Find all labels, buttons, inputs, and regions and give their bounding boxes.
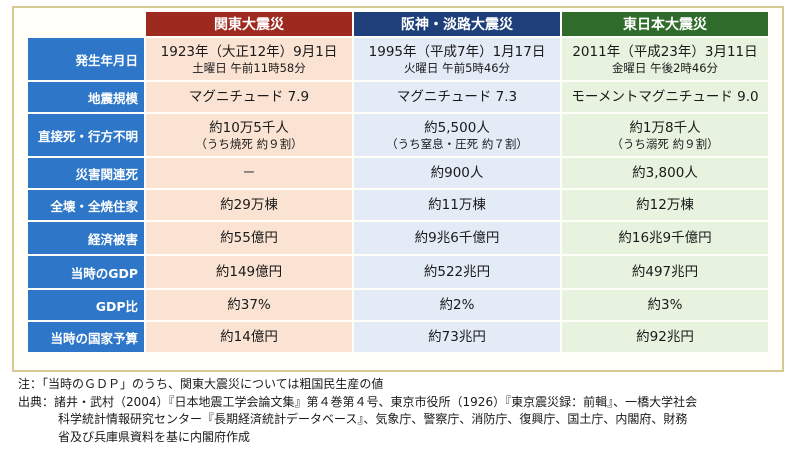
table-cell: 1923年（大正12年）9月1日 土曜日 午前11時58分 <box>146 38 352 80</box>
cell-main-value: 約16兆9千億円 <box>618 229 712 246</box>
cell-main-value: マグニチュード 7.3 <box>396 88 518 105</box>
table-cell: 約497兆円 <box>562 256 768 288</box>
table-cell: 2011年（平成23年）3月11日 金曜日 午後2時46分 <box>562 38 768 80</box>
table-cell: 約73兆円 <box>354 322 560 352</box>
cell-main-value: 約92兆円 <box>636 328 694 345</box>
cell-main-value: 約497兆円 <box>631 263 699 280</box>
table-row: 災害関連死 － 約900人 約3,800人 <box>28 158 768 188</box>
cell-sub-value: （うち溺死 約９割） <box>611 136 719 151</box>
row-label: 全壊・全焼住家 <box>28 190 144 220</box>
cell-sub-value: （うち窒息・圧死 約７割） <box>386 136 528 151</box>
table-row: 経済被害 約55億円 約9兆6千億円 約16兆9千億円 <box>28 222 768 254</box>
table-row: 当時の国家予算 約14億円 約73兆円 約92兆円 <box>28 322 768 352</box>
row-label: 発生年月日 <box>28 38 144 80</box>
table-cell: モーメントマグニチュード 9.0 <box>562 82 768 112</box>
table-cell: 約16兆9千億円 <box>562 222 768 254</box>
table-cell: 約12万棟 <box>562 190 768 220</box>
table-cell: 約900人 <box>354 158 560 188</box>
column-header-kanto: 関東大震災 <box>146 12 352 36</box>
column-header-hanshin: 阪神・淡路大震災 <box>354 12 560 36</box>
row-label: 災害関連死 <box>28 158 144 188</box>
cell-main-value: 1995年（平成7年）1月17日 <box>368 43 546 60</box>
table-row: 当時のGDP 約149億円 約522兆円 約497兆円 <box>28 256 768 288</box>
header-row: 関東大震災 阪神・淡路大震災 東日本大震災 <box>28 12 768 36</box>
cell-sub-value: 金曜日 午後2時46分 <box>611 60 719 75</box>
cell-main-value: 約1万8千人 <box>629 119 701 136</box>
cell-main-value: マグニチュード 7.9 <box>188 88 310 105</box>
table-cell: 約5,500人 （うち窒息・圧死 約７割） <box>354 114 560 156</box>
cell-main-value: － <box>242 164 256 181</box>
cell-main-value: 約29万棟 <box>220 196 278 213</box>
row-label: 当時の国家予算 <box>28 322 144 352</box>
cell-main-value: 2011年（平成23年）3月11日 <box>572 43 758 60</box>
table-cell: 約522兆円 <box>354 256 560 288</box>
source-line-1: 出典：諸井・武村（2004）『日本地震工学会論文集』第４巻第４号、東京市役所（1… <box>18 394 698 409</box>
table-cell: 1995年（平成7年）1月17日 火曜日 午前5時46分 <box>354 38 560 80</box>
table-row: 直接死・行方不明 約10万5千人 （うち焼死 約９割） 約5,500人 （うち窒息・圧死… <box>28 114 768 156</box>
table-cell: 約3% <box>562 290 768 320</box>
cell-main-value: 約73兆円 <box>428 328 486 345</box>
cell-main-value: 約149億円 <box>215 263 283 280</box>
cell-main-value: 約3% <box>647 296 683 313</box>
note-line: 注：「当時のＧＤＰ」のうち、関東大震災については粗国民生産の値 <box>18 377 384 391</box>
table-cell: 約29万棟 <box>146 190 352 220</box>
row-label: 当時のGDP <box>28 256 144 288</box>
cell-main-value: 約14億円 <box>220 328 278 345</box>
table-row: 全壊・全焼住家 約29万棟 約11万棟 約12万棟 <box>28 190 768 220</box>
row-label: 直接死・行方不明 <box>28 114 144 156</box>
cell-main-value: 約3,800人 <box>632 164 698 181</box>
cell-main-value: 約2% <box>439 296 475 313</box>
table-cell: 約3,800人 <box>562 158 768 188</box>
cell-main-value: 約900人 <box>430 164 484 181</box>
table-cell: マグニチュード 7.3 <box>354 82 560 112</box>
table-row: 発生年月日 1923年（大正12年）9月1日 土曜日 午前11時58分 1995年（平… <box>28 38 768 80</box>
table-cell: 約11万棟 <box>354 190 560 220</box>
table-cell: 約9兆6千億円 <box>354 222 560 254</box>
cell-main-value: モーメントマグニチュード 9.0 <box>571 88 759 105</box>
cell-main-value: 約10万5千人 <box>209 119 289 136</box>
cell-sub-value: 火曜日 午前5時46分 <box>403 60 511 75</box>
column-header-higashinihon: 東日本大震災 <box>562 12 768 36</box>
table-cell: 約37% <box>146 290 352 320</box>
cell-main-value: 約11万棟 <box>428 196 486 213</box>
cell-main-value: 約9兆6千億円 <box>414 229 500 246</box>
cell-main-value: 約522兆円 <box>423 263 491 280</box>
source-line-3: 省及び兵庫県資料を基に内閣府作成 <box>58 429 251 444</box>
table-cell: 約10万5千人 （うち焼死 約９割） <box>146 114 352 156</box>
table-cell: 約14億円 <box>146 322 352 352</box>
table-row: 地震規模 マグニチュード 7.9 マグニチュード 7.3 モーメントマグニチュード 9… <box>28 82 768 112</box>
table-cell: マグニチュード 7.9 <box>146 82 352 112</box>
row-label: 地震規模 <box>28 82 144 112</box>
table-row: GDP比 約37% 約2% 約3% <box>28 290 768 320</box>
table-cell: 約2% <box>354 290 560 320</box>
source-line-2: 科学統計情報研究センター『長期経済統計データベース』、気象庁、警察庁、消防庁、復… <box>58 412 688 426</box>
cell-main-value: 約12万棟 <box>636 196 694 213</box>
cell-main-value: 約55億円 <box>220 229 278 246</box>
cell-main-value: 1923年（大正12年）9月1日 <box>160 43 338 60</box>
corner-cell <box>28 12 144 36</box>
table-cell: 約1万8千人 （うち溺死 約９割） <box>562 114 768 156</box>
cell-main-value: 約37% <box>227 296 271 313</box>
row-label: GDP比 <box>28 290 144 320</box>
earthquake-comparison-table: 関東大震災 阪神・淡路大震災 東日本大震災 発生年月日 1923年（大正12年）9… <box>26 10 770 354</box>
table-cell: 約92兆円 <box>562 322 768 352</box>
table-cell: 約55億円 <box>146 222 352 254</box>
table-cell: 約149億円 <box>146 256 352 288</box>
cell-sub-value: （うち焼死 約９割） <box>195 136 303 151</box>
row-label: 経済被害 <box>28 222 144 254</box>
cell-sub-value: 土曜日 午前11時58分 <box>192 60 306 75</box>
cell-main-value: 約5,500人 <box>424 119 490 136</box>
footnotes: 注：「当時のＧＤＰ」のうち、関東大震災については粗国民生産の値 出典：諸井・武村… <box>18 376 793 446</box>
table-cell: － <box>146 158 352 188</box>
